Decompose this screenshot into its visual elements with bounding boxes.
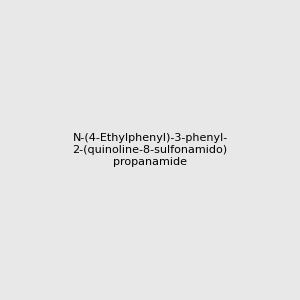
Text: N-(4-Ethylphenyl)-3-phenyl-
2-(quinoline-8-sulfonamido)
propanamide: N-(4-Ethylphenyl)-3-phenyl- 2-(quinoline… [72, 134, 228, 166]
